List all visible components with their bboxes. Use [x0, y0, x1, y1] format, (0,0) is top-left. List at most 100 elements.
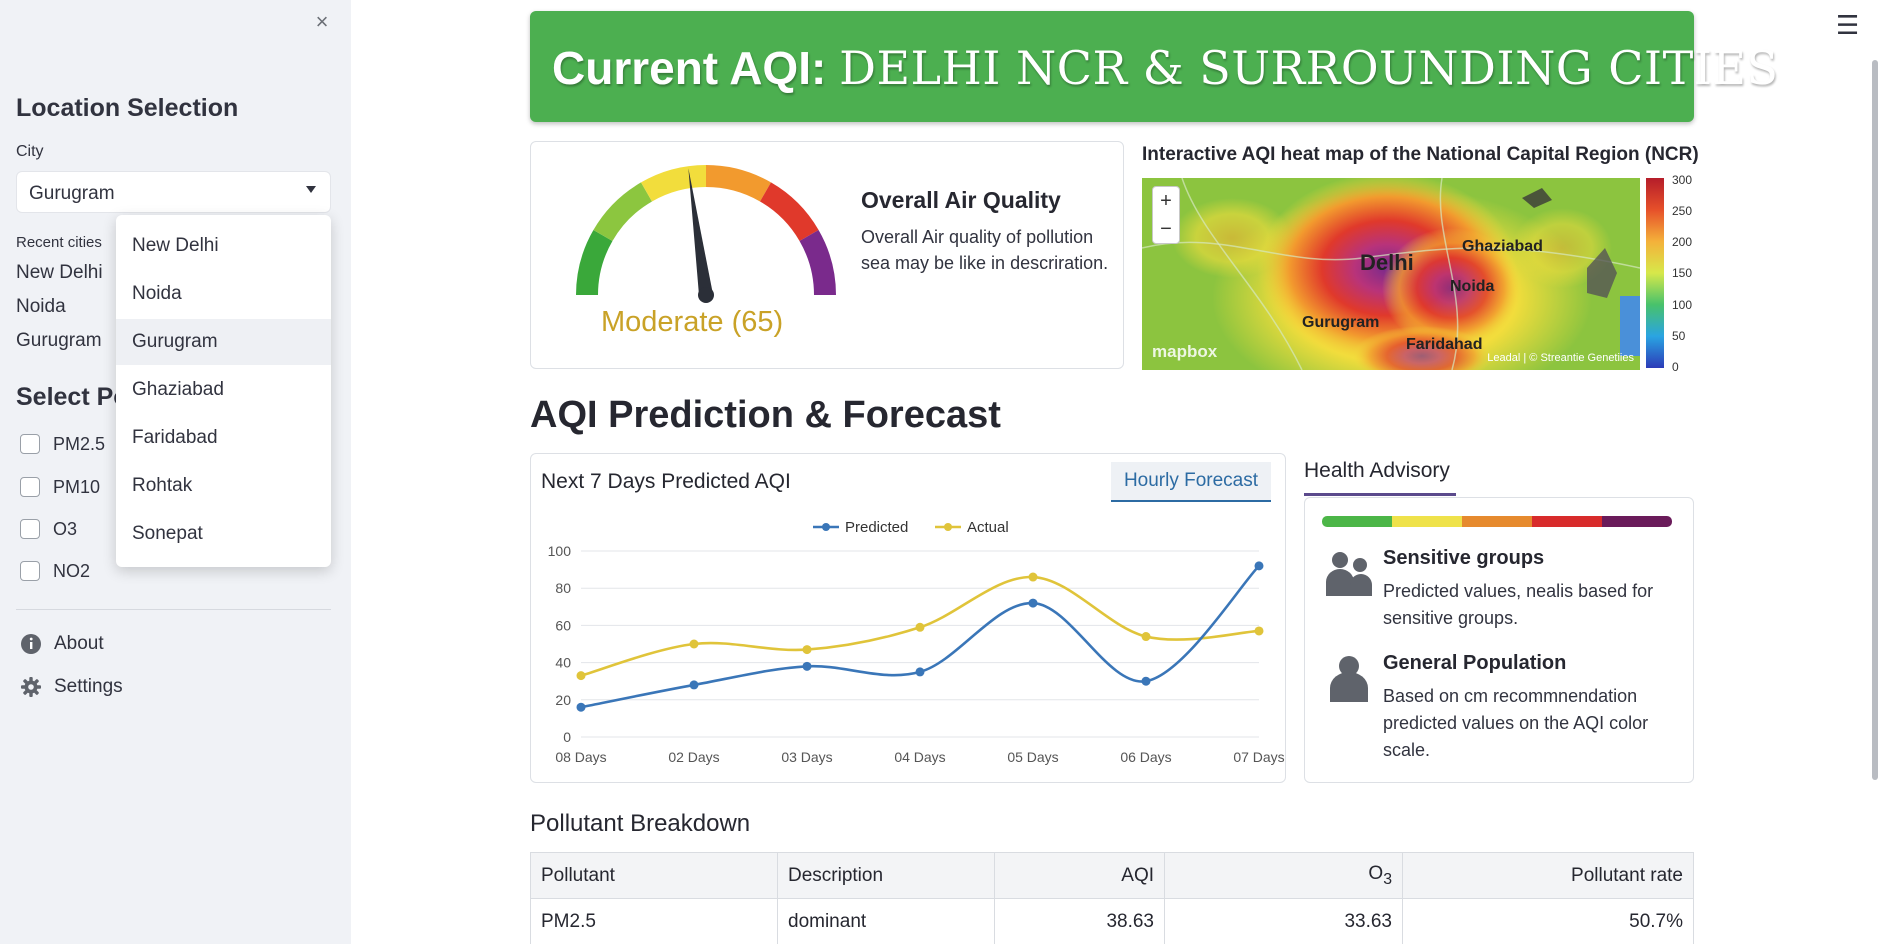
checkbox-label: O3 [53, 518, 78, 539]
data-point-predicted[interactable] [1141, 676, 1151, 686]
checkbox-label: PM10 [53, 476, 101, 497]
recent-city-noida[interactable]: Noida [16, 296, 66, 317]
close-icon[interactable]: × [315, 9, 329, 34]
aqi-color-legend [1646, 178, 1664, 368]
tab-health-advisory[interactable]: Health Advisory [1304, 459, 1450, 482]
column-header[interactable]: Description [777, 852, 995, 899]
legend-tick: 0 [1672, 360, 1679, 374]
checkbox-label: NO2 [53, 560, 91, 581]
legend-tick: 50 [1672, 329, 1686, 343]
table-header-row: Pollutant Description AQI O3 Pollutant r… [530, 852, 1694, 899]
gauge-hub [698, 287, 714, 303]
gauge-band [706, 165, 771, 202]
aqi-heatmap[interactable]: + − Delhi Ghaziabad Noida Gurugram Farid… [1142, 178, 1640, 370]
overall-aqi-card: Moderate (65) Overall Air Quality Overal… [530, 141, 1124, 369]
pollutant-table: Pollutant Description AQI O3 Pollutant r… [530, 852, 1694, 944]
city-label: City [16, 143, 44, 160]
data-point-predicted[interactable] [802, 661, 812, 671]
checkbox-no2[interactable]: NO2 [20, 558, 90, 584]
o3-subscript: 3 [1383, 870, 1392, 888]
legend-tick: 150 [1672, 266, 1693, 280]
map-label-ghaziabad: Ghaziabad [1462, 238, 1543, 255]
checkbox-box[interactable] [20, 477, 40, 497]
dropdown-option[interactable]: Sonepat [132, 523, 203, 544]
chevron-down-icon [306, 186, 316, 193]
aqi-strip-segment [1602, 516, 1672, 527]
checkbox-box[interactable] [20, 519, 40, 539]
pollutant-breakdown-title: Pollutant Breakdown [530, 810, 751, 837]
legend-label: Predicted [845, 519, 908, 536]
dropdown-option[interactable]: New Delhi [132, 235, 219, 256]
table-cell: PM2.5 [530, 898, 778, 944]
column-header[interactable]: Pollutant [530, 852, 778, 899]
data-point-actual[interactable] [915, 622, 925, 632]
dropdown-option[interactable]: Noida [132, 283, 182, 304]
x-tick-label: 06 Days [1120, 749, 1171, 765]
gauge-band [799, 230, 836, 295]
data-point-actual[interactable] [1254, 626, 1264, 636]
group-icon [1326, 552, 1372, 596]
map-label-gurugram: Gurugram [1302, 314, 1380, 331]
recent-city-gurugram[interactable]: Gurugram [16, 330, 102, 351]
data-point-actual[interactable] [1028, 572, 1038, 582]
dropdown-option[interactable]: Ghaziabad [132, 379, 224, 400]
data-point-predicted[interactable] [915, 667, 925, 677]
tab-hourly-forecast[interactable]: Hourly Forecast [1111, 462, 1271, 502]
location-selection-title: Location Selection [16, 94, 239, 122]
gauge-band [576, 230, 613, 295]
zoom-in-button[interactable]: + [1160, 190, 1172, 212]
map-zoom-control: + − [1152, 186, 1180, 244]
about-label: About [54, 633, 104, 654]
checkbox-o3[interactable]: O3 [20, 516, 77, 542]
legend-label: Actual [967, 519, 1009, 536]
gear-icon [21, 677, 41, 697]
data-point-actual[interactable] [802, 645, 812, 655]
o3-label: O [1368, 862, 1384, 884]
checkbox-box[interactable] [20, 561, 40, 581]
zoom-out-button[interactable]: − [1160, 218, 1172, 240]
gauge-value-label: Moderate (65) [601, 306, 784, 338]
recent-city-new-delhi[interactable]: New Delhi [16, 262, 103, 283]
data-point-predicted[interactable] [1254, 561, 1264, 571]
about-link[interactable]: About [20, 633, 104, 655]
person-icon [1330, 656, 1368, 702]
data-point-actual[interactable] [576, 671, 586, 681]
x-tick-label: 02 Days [668, 749, 719, 765]
series-line-predicted [580, 564, 1260, 709]
map-label-faridabad: Faridahad [1406, 336, 1483, 353]
dropdown-option[interactable]: Rohtak [132, 475, 193, 496]
y-tick-label: 0 [563, 729, 571, 745]
air-quality-title: Overall Air Quality [861, 187, 1061, 213]
dropdown-option[interactable]: Faridabad [132, 427, 218, 448]
heatmap-title: Interactive AQI heat map of the National… [1142, 144, 1699, 165]
settings-link[interactable]: Settings [20, 676, 123, 698]
data-point-predicted[interactable] [576, 702, 586, 712]
data-point-actual[interactable] [689, 639, 699, 649]
checkbox-box[interactable] [20, 434, 40, 454]
scrollbar[interactable] [1872, 60, 1878, 780]
menu-icon[interactable]: ☰ [1836, 10, 1860, 40]
column-header[interactable]: AQI [994, 852, 1165, 899]
column-header-o3[interactable]: O3 [1164, 852, 1403, 899]
data-point-actual[interactable] [1141, 632, 1151, 642]
map-label-delhi: Delhi [1360, 250, 1414, 275]
banner-region: DELHI NCR & SURROUNDING CITIES [839, 41, 1779, 95]
data-point-predicted[interactable] [1028, 598, 1038, 608]
city-dropdown-menu: New Delhi Noida Gurugram Ghaziabad Farid… [116, 215, 331, 567]
y-tick-label: 40 [555, 655, 571, 671]
forecast-line-chart: 0 20 40 60 80 100 08 Days 02 Days 03 Days 04 Days… [548, 519, 1285, 765]
advisory-title-sensitive: Sensitive groups [1383, 547, 1545, 569]
data-point-predicted[interactable] [689, 680, 699, 690]
legend-tick: 100 [1672, 298, 1693, 312]
checkbox-pm25[interactable]: PM2.5 [20, 431, 105, 457]
dropdown-option-selected[interactable]: Gurugram [116, 319, 331, 365]
column-header[interactable]: Pollutant rate [1402, 852, 1694, 899]
forecast-section-title: AQI Prediction & Forecast [530, 394, 1001, 436]
map-attribution[interactable]: Leadal | © Streantie Genetiies [1487, 352, 1634, 364]
checkbox-pm10[interactable]: PM10 [20, 474, 100, 500]
legend-marker [822, 523, 830, 531]
y-tick-label: 20 [555, 692, 571, 708]
air-quality-description: Overall Air quality of pollution sea may… [861, 227, 1109, 273]
city-select[interactable]: Gurugram [16, 171, 331, 213]
